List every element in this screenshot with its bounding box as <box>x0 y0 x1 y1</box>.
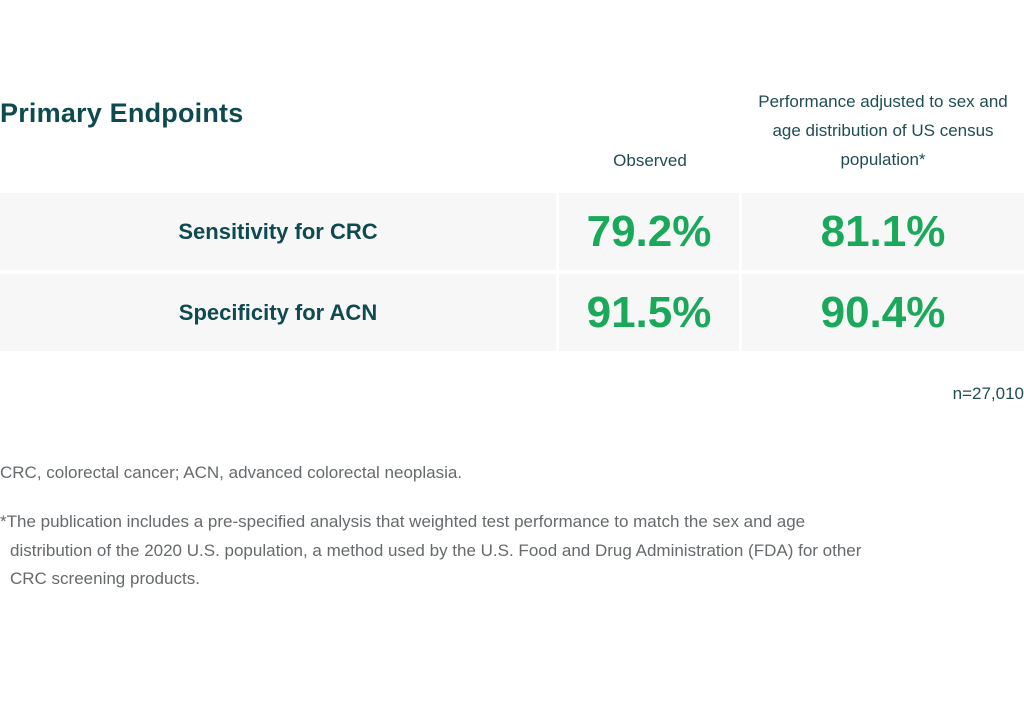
abbreviations-note: CRC, colorectal cancer; ACN, advanced co… <box>0 463 463 482</box>
section-title: Primary Endpoints <box>0 98 244 128</box>
row-label-cell: Sensitivity for CRC <box>0 193 556 270</box>
column-header-observed: Observed <box>613 151 687 170</box>
observed-value: 79.2% <box>559 193 739 270</box>
endpoints-table: Sensitivity for CRC 79.2% 81.1% Specific… <box>0 193 1024 355</box>
adjusted-value: 90.4% <box>742 274 1024 351</box>
observed-value: 91.5% <box>559 274 739 351</box>
sample-size: n=27,010 <box>952 384 1024 403</box>
column-header-adjusted: Performance adjusted to sex and age dist… <box>758 92 1008 169</box>
table-row-sensitivity: Sensitivity for CRC 79.2% 81.1% <box>0 193 1024 270</box>
table-row-specificity: Specificity for ACN 91.5% 90.4% <box>0 274 1024 351</box>
adjusted-value: 81.1% <box>742 193 1024 270</box>
row-label: Specificity for ACN <box>178 299 378 325</box>
row-label-cell: Specificity for ACN <box>0 274 556 351</box>
footnote: *The publication includes a pre-specifie… <box>0 512 862 588</box>
row-label: Sensitivity for CRC <box>178 218 378 244</box>
